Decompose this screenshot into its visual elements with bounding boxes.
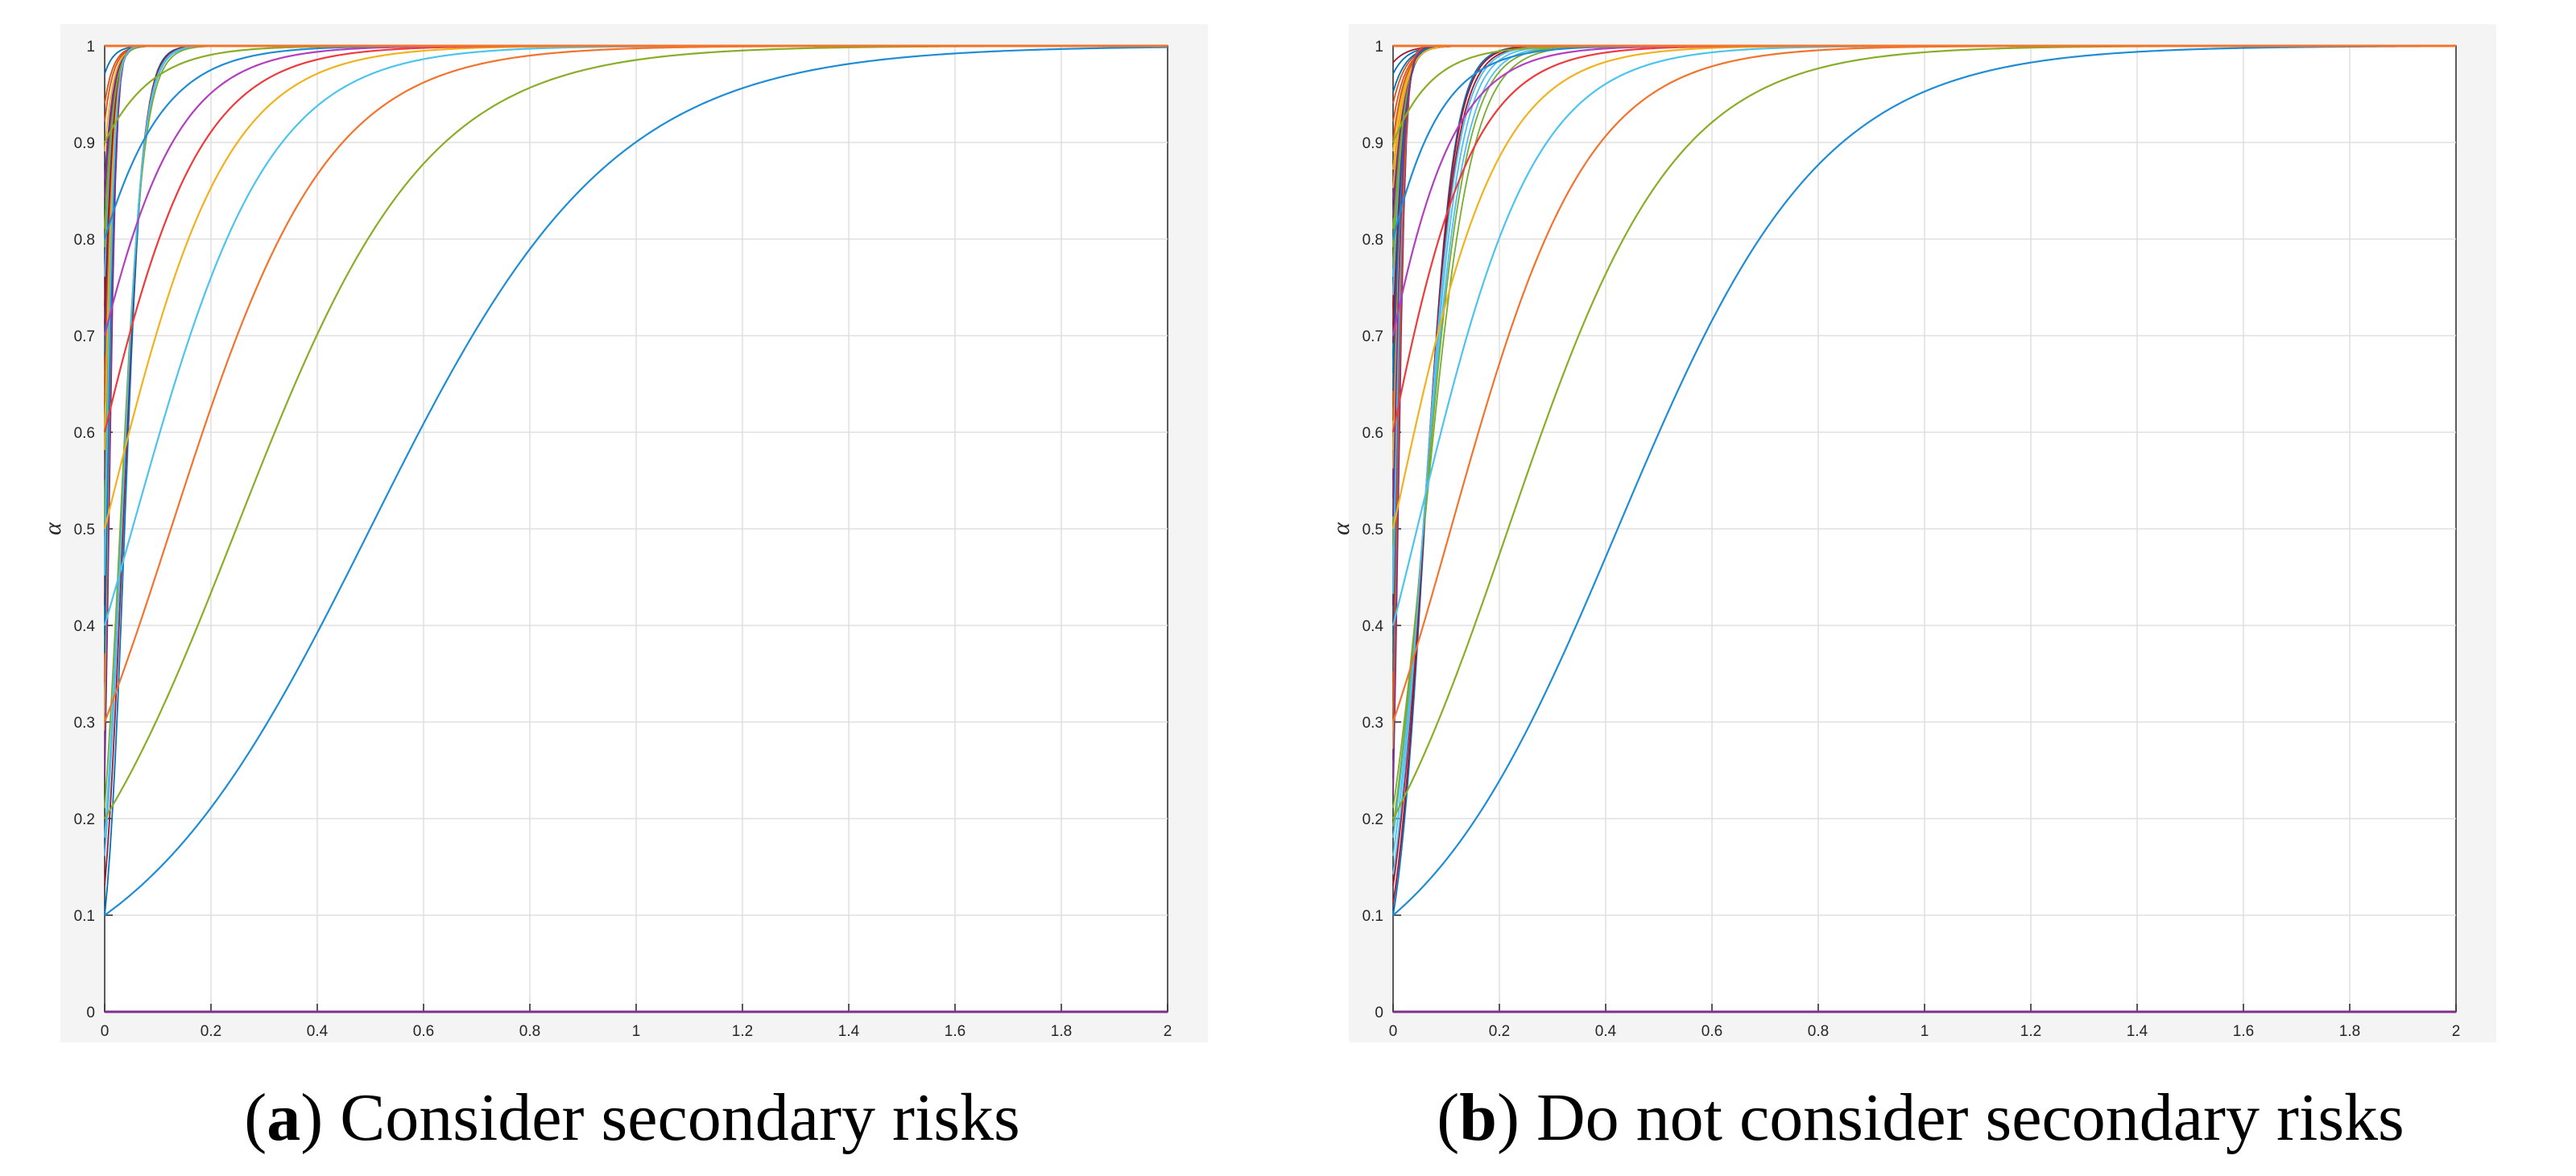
chart-b-svg: 0 0.2 0.4 0.6 0.8 1 1.2 1.4 1.6 1.8 2 0 0.1 0.2 0.3 0.4… — [1328, 24, 2496, 1042]
y-tick-label: 0.9 — [1362, 135, 1383, 152]
x-tick-label: 0 — [1389, 1023, 1398, 1040]
y-tick-label: 0.2 — [74, 811, 95, 828]
x-tick-label: 0.6 — [1701, 1023, 1722, 1040]
y-tick-label: 0.3 — [74, 715, 95, 732]
x-tick-label: 1.8 — [2339, 1023, 2360, 1040]
chart-a-svg: 0 0.2 0.4 0.6 0.8 1 1.2 1.4 1.6 1.8 2 0 0.1 0.2 0.3 0.4… — [39, 24, 1208, 1042]
x-tick-label: 1.4 — [2127, 1023, 2148, 1040]
y-tick-label: 0.7 — [74, 328, 95, 345]
y-tick-label: 0.3 — [1362, 715, 1383, 732]
caption-b: (b) Do not consider secondary risks — [1437, 1080, 2404, 1155]
y-tick-label: 0.4 — [1362, 618, 1384, 635]
y-tick-label: 0.7 — [1362, 328, 1383, 345]
x-tick-label: 2 — [2452, 1023, 2461, 1040]
y-axis-label: α — [39, 522, 66, 535]
y-tick-label: 1 — [1375, 39, 1383, 56]
chart-panel-a: 0 0.2 0.4 0.6 0.8 1 1.2 1.4 1.6 1.8 2 0 0.1 0.2 0.3 0.4… — [20, 0, 1244, 1176]
y-tick-label: 0 — [1375, 1005, 1383, 1021]
y-tick-label: 0.4 — [74, 618, 96, 635]
y-tick-label: 1 — [86, 39, 95, 56]
x-tick-label: 0.2 — [1489, 1023, 1510, 1040]
y-tick-label: 0.1 — [74, 908, 95, 925]
y-tick-label: 0.2 — [1362, 811, 1383, 828]
x-tick-label: 0 — [101, 1023, 110, 1040]
y-tick-label: 0.6 — [1362, 425, 1383, 442]
x-tick-label: 1.6 — [945, 1023, 965, 1040]
y-tick-label: 0.6 — [74, 425, 95, 442]
x-tick-label: 1.4 — [838, 1023, 860, 1040]
x-tick-label: 0.2 — [201, 1023, 221, 1040]
x-tick-label: 1.2 — [2020, 1023, 2041, 1040]
x-tick-label: 1 — [1921, 1023, 1929, 1040]
y-tick-label: 0.8 — [74, 232, 95, 249]
x-tick-label: 0.6 — [413, 1023, 434, 1040]
y-axis-label: α — [1328, 522, 1354, 535]
caption-a-letter: a — [267, 1080, 301, 1155]
x-tick-label: 0.4 — [307, 1023, 329, 1040]
x-tick-label: 1.2 — [732, 1023, 753, 1040]
x-tick-label: 1.6 — [2233, 1023, 2254, 1040]
x-tick-label: 2 — [1164, 1023, 1172, 1040]
x-tick-label: 1 — [632, 1023, 641, 1040]
series-line — [104, 46, 1168, 916]
x-tick-label: 0.4 — [1595, 1023, 1617, 1040]
x-tick-label: 0.8 — [1808, 1023, 1829, 1040]
y-tick-label: 0.5 — [1362, 522, 1383, 538]
caption-b-text: Do not consider secondary risks — [1536, 1080, 2404, 1155]
y-tick-label: 0.8 — [1362, 232, 1383, 249]
y-tick-label: 0.5 — [74, 522, 95, 538]
caption-a-text: Consider secondary risks — [340, 1080, 1020, 1155]
x-tick-label: 1.8 — [1051, 1023, 1072, 1040]
y-tick-label: 0.1 — [1362, 908, 1383, 925]
caption-b-letter: b — [1459, 1080, 1497, 1155]
x-tick-label: 0.8 — [519, 1023, 540, 1040]
caption-a: (a) Consider secondary risks — [244, 1080, 1020, 1155]
y-tick-label: 0 — [86, 1005, 95, 1021]
y-tick-label: 0.9 — [74, 135, 95, 152]
chart-panel-b: 0 0.2 0.4 0.6 0.8 1 1.2 1.4 1.6 1.8 2 0 0.1 0.2 0.3 0.4… — [1309, 0, 2533, 1176]
series-line — [1392, 45, 2457, 916]
